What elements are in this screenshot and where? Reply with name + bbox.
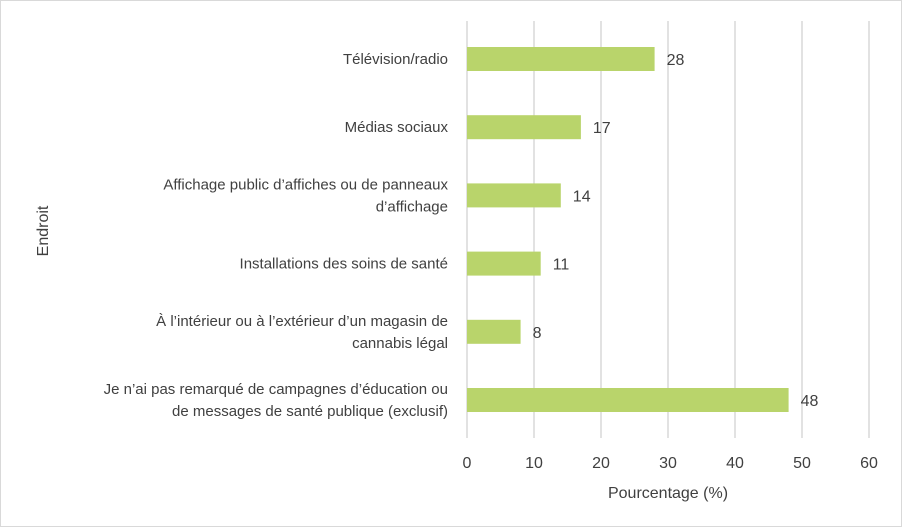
y-axis-label: Endroit: [35, 205, 52, 256]
category-label: Télévision/radio: [343, 51, 448, 68]
data-label: 48: [801, 393, 819, 410]
x-axis-label: Pourcentage (%): [608, 485, 728, 502]
data-label: 8: [533, 325, 542, 342]
x-tick-label: 10: [525, 455, 543, 472]
category-label: Installations des soins de santé: [240, 256, 448, 273]
bar: [467, 388, 789, 412]
bar: [467, 47, 655, 71]
data-label: 28: [667, 52, 685, 69]
x-tick-label: 60: [860, 455, 878, 472]
data-label: 14: [573, 188, 591, 205]
bar: [467, 319, 521, 344]
category-label: À l’intérieur ou à l’extérieur d’un maga…: [156, 313, 448, 352]
bar: [467, 115, 581, 140]
data-label: 17: [593, 120, 611, 137]
x-tick-label: 50: [793, 455, 811, 472]
x-tick-label: 30: [659, 455, 677, 472]
category-label: Médias sociaux: [345, 119, 449, 136]
data-label: 11: [553, 257, 570, 274]
category-label: Affichage public d’affiches ou de pannea…: [163, 176, 448, 215]
bar: [467, 183, 561, 208]
bar: [467, 251, 541, 276]
x-tick-label: 40: [726, 455, 744, 472]
x-tick-label: 0: [463, 455, 472, 472]
category-label: Je n’ai pas remarqué de campagnes d’éduc…: [104, 381, 448, 420]
x-tick-label: 20: [592, 455, 610, 472]
